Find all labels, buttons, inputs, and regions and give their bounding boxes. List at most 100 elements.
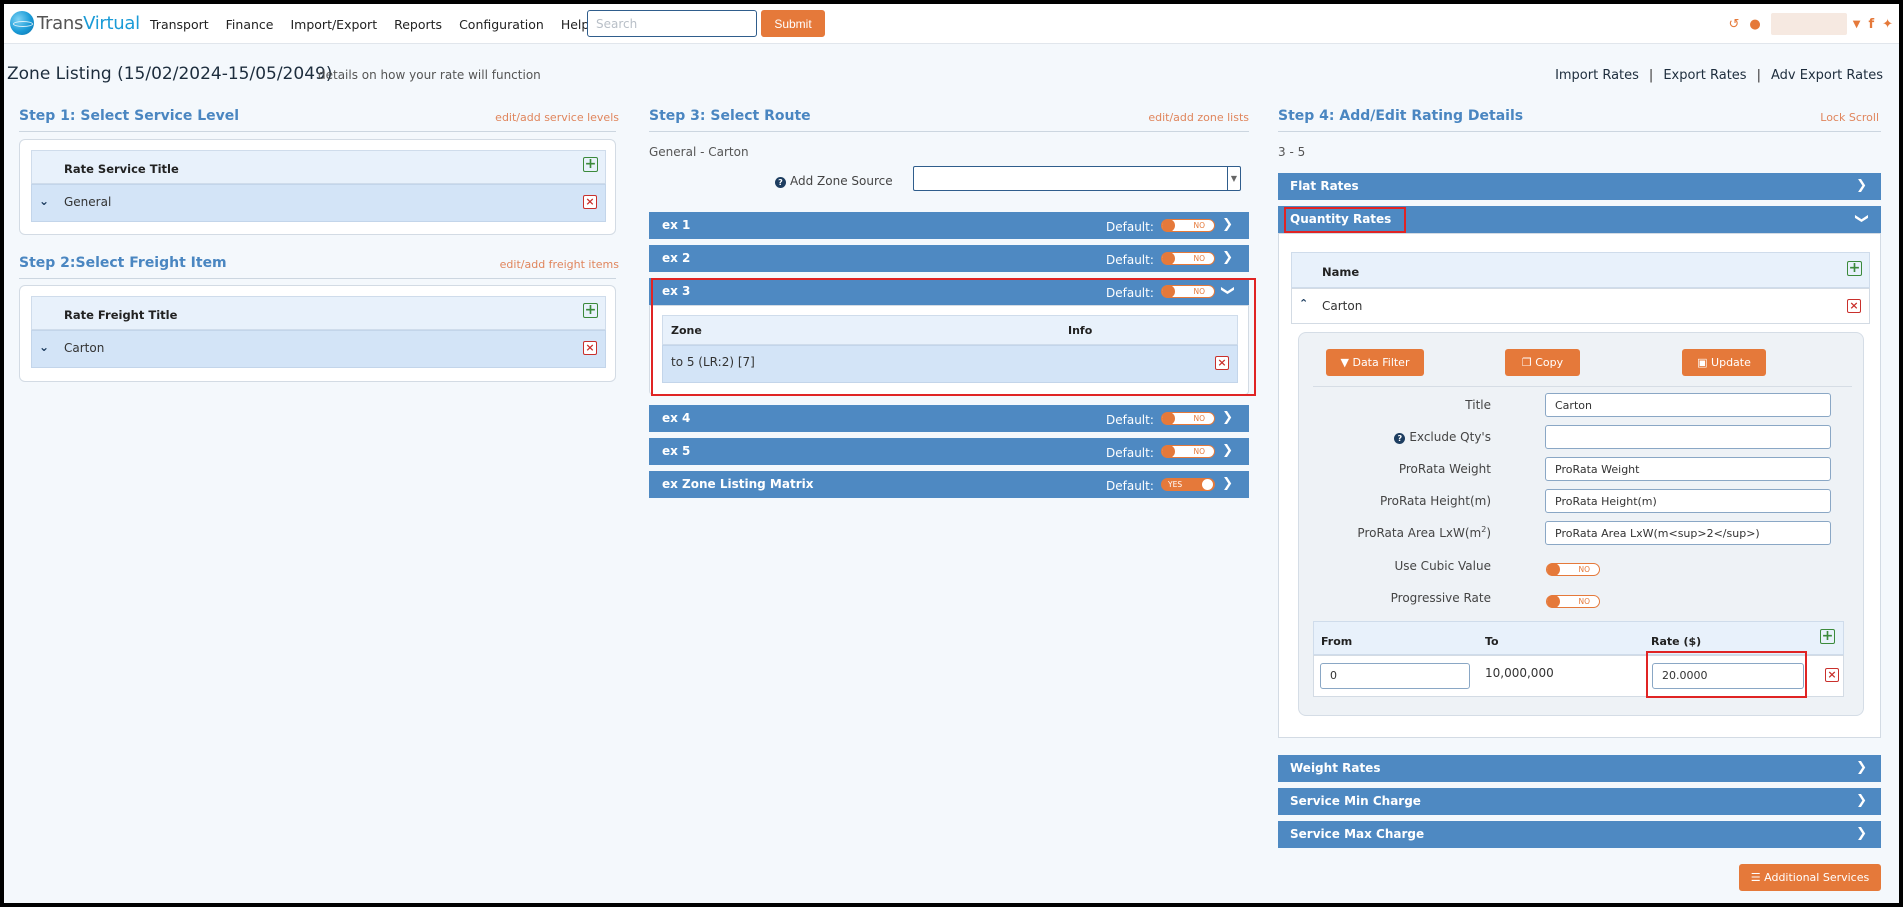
chevron-right-icon[interactable]: ❯ (1222, 250, 1233, 265)
name-column-header: Name (1322, 265, 1360, 279)
route-ex4[interactable]: ex 4 Default: NO ❯ (649, 405, 1249, 432)
logo[interactable]: TransVirtual (10, 11, 140, 35)
adv-export-rates-link[interactable]: Adv Export Rates (1770, 68, 1883, 83)
nav-help[interactable]: Help (560, 16, 590, 32)
route-ex2[interactable]: ex 2 Default: NO ❯ (649, 245, 1249, 272)
route-ex3[interactable]: ex 3 Default: NO ❯ (649, 278, 1249, 305)
search-input[interactable] (587, 10, 757, 37)
service-table-header: Rate Service Title + (31, 150, 606, 184)
chevron-right-icon[interactable]: ❯ (1856, 826, 1867, 841)
to-column-header: To (1485, 635, 1499, 648)
name-row-label: Carton (1322, 299, 1363, 313)
twitter-icon[interactable]: ✦ (1882, 16, 1893, 32)
chevron-right-icon[interactable]: ❯ (1856, 793, 1867, 808)
default-toggle[interactable]: NO (1161, 412, 1215, 425)
delete-freight-icon[interactable]: × (583, 341, 597, 355)
user-icon[interactable]: ● (1749, 16, 1761, 32)
chevron-up-icon[interactable]: ⌃ (1299, 297, 1309, 310)
highlight-box (1646, 651, 1807, 698)
use-cubic-toggle[interactable]: NO (1546, 563, 1600, 576)
column-header: Rate Freight Title (64, 308, 178, 322)
chevron-down-icon[interactable]: ❯ (1854, 213, 1870, 224)
chevron-down-icon[interactable]: ⌄ (39, 194, 50, 208)
nav-import-export[interactable]: Import/Export (290, 16, 378, 32)
route-ex5[interactable]: ex 5 Default: NO ❯ (649, 438, 1249, 465)
chevron-right-icon[interactable]: ❯ (1222, 443, 1233, 458)
delete-service-icon[interactable]: × (583, 195, 597, 209)
weight-rates-accordion[interactable]: Weight Rates ❯ (1278, 755, 1881, 782)
submit-button[interactable]: Submit (761, 10, 825, 37)
route-ex1[interactable]: ex 1 Default: NO ❯ (649, 212, 1249, 239)
edit-zone-lists-link[interactable]: edit/add zone lists (1148, 111, 1249, 124)
add-rate-row-icon[interactable]: + (1820, 628, 1835, 644)
service-row-label: General (64, 195, 112, 209)
nav-finance[interactable]: Finance (225, 16, 274, 32)
chevron-right-icon[interactable]: ❯ (1222, 476, 1233, 491)
step3-title: Step 3: Select Route (649, 108, 811, 124)
service-row[interactable]: ⌄ General × (31, 184, 606, 222)
chevron-right-icon[interactable]: ❯ (1856, 760, 1867, 775)
progressive-rate-toggle[interactable]: NO (1546, 595, 1600, 608)
freight-table-header: Rate Freight Title + (31, 296, 606, 330)
main-menu: Transport Finance Import/Export Reports … (150, 4, 606, 44)
name-row[interactable]: ⌃ Carton × (1291, 288, 1870, 324)
title-field[interactable]: Carton (1545, 393, 1831, 417)
import-rates-link[interactable]: Import Rates (1555, 68, 1639, 83)
facebook-icon[interactable]: f (1868, 16, 1875, 32)
step2-title: Step 2:Select Freight Item (19, 255, 227, 271)
prorata-height-label: ProRata Height(m) (1379, 494, 1491, 508)
default-toggle[interactable]: NO (1161, 285, 1215, 298)
default-toggle[interactable]: YES (1161, 478, 1215, 491)
divider (1313, 386, 1852, 387)
copy-button[interactable]: ❐ Copy (1505, 349, 1580, 376)
chevron-right-icon[interactable]: ❯ (1856, 178, 1867, 193)
route-ex-zone-listing-matrix[interactable]: ex Zone Listing Matrix Default: YES ❯ (649, 471, 1249, 498)
chevron-right-icon[interactable]: ❯ (1222, 217, 1233, 232)
data-filter-button[interactable]: ▼ Data Filter (1326, 349, 1424, 376)
nav-configuration[interactable]: Configuration (459, 16, 544, 32)
service-min-charge-accordion[interactable]: Service Min Charge ❯ (1278, 788, 1881, 815)
additional-services-button[interactable]: ☰ Additional Services (1739, 864, 1881, 891)
delete-rate-name-icon[interactable]: × (1847, 299, 1861, 313)
chevron-down-icon[interactable]: ▼ (1852, 18, 1861, 30)
rate-field[interactable]: 20.0000 (1652, 663, 1804, 689)
chevron-down-icon[interactable]: ▼ (1227, 167, 1240, 190)
zone-row[interactable]: to 5 (LR:2) [7] × (662, 345, 1238, 383)
zone-source-select[interactable]: ▼ (913, 166, 1241, 191)
update-button[interactable]: ▣ Update (1682, 349, 1766, 376)
default-toggle[interactable]: NO (1161, 219, 1215, 232)
nav-transport[interactable]: Transport (150, 16, 209, 32)
default-label: Default: (1106, 413, 1154, 427)
exclude-qty-field[interactable] (1545, 425, 1831, 449)
prorata-height-field[interactable]: ProRata Height(m) (1545, 489, 1831, 513)
quantity-rates-accordion[interactable]: Quantity Rates ❯ (1278, 206, 1881, 233)
delete-rate-row-icon[interactable]: × (1825, 668, 1839, 682)
export-rates-link[interactable]: Export Rates (1663, 68, 1747, 83)
delete-zone-icon[interactable]: × (1215, 356, 1229, 370)
flat-rates-accordion[interactable]: Flat Rates ❯ (1278, 173, 1881, 200)
help-icon: ? (1394, 433, 1406, 444)
add-freight-icon[interactable]: + (583, 302, 598, 318)
ex3-zone-panel: Zone Info to 5 (LR:2) [7] × (649, 305, 1249, 395)
lock-scroll-link[interactable]: Lock Scroll (1820, 111, 1879, 124)
history-icon[interactable]: ↺ (1728, 16, 1740, 32)
add-rate-name-icon[interactable]: + (1847, 260, 1862, 276)
edit-freight-items-link[interactable]: edit/add freight items (499, 258, 619, 271)
default-toggle[interactable]: NO (1161, 252, 1215, 265)
service-max-charge-accordion[interactable]: Service Max Charge ❯ (1278, 821, 1881, 848)
nav-reports[interactable]: Reports (394, 16, 443, 32)
freight-row[interactable]: ⌄ Carton × (31, 330, 606, 368)
chevron-right-icon[interactable]: ❯ (1222, 410, 1233, 425)
add-service-icon[interactable]: + (583, 156, 598, 172)
page-title: Zone Listing (15/02/2024-15/05/2049) (7, 64, 333, 84)
prorata-area-field[interactable]: ProRata Area LxW(m<sup>2</sup>) (1545, 521, 1831, 545)
step1-title: Step 1: Select Service Level (19, 108, 240, 124)
prorata-weight-field[interactable]: ProRata Weight (1545, 457, 1831, 481)
from-field[interactable]: 0 (1320, 663, 1470, 689)
default-toggle[interactable]: NO (1161, 445, 1215, 458)
user-name-redacted[interactable] (1770, 13, 1847, 35)
chevron-down-icon[interactable]: ⌄ (39, 340, 50, 354)
edit-service-levels-link[interactable]: edit/add service levels (495, 111, 619, 124)
zone-row-label: to 5 (LR:2) [7] (671, 355, 755, 369)
range-label: 3 - 5 (1278, 145, 1306, 159)
